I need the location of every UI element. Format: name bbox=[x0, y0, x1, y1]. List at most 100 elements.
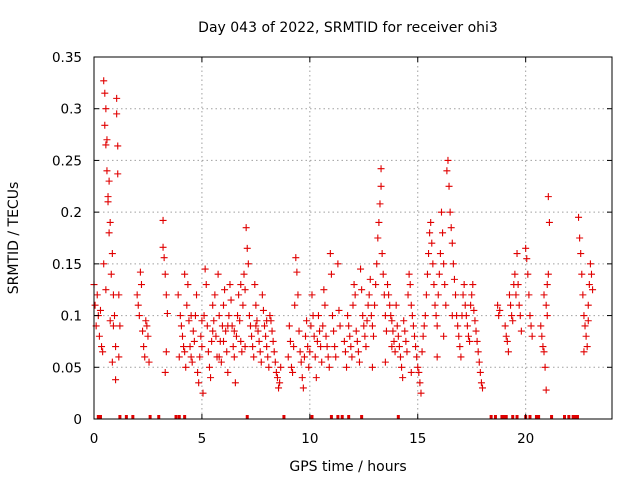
data-point bbox=[193, 291, 201, 299]
data-point bbox=[175, 353, 183, 361]
data-point bbox=[209, 327, 217, 335]
data-point bbox=[196, 353, 204, 361]
data-point bbox=[187, 312, 195, 320]
data-point bbox=[323, 343, 331, 351]
data-point bbox=[475, 358, 483, 366]
data-point bbox=[466, 337, 474, 345]
data-point bbox=[419, 332, 427, 340]
data-point bbox=[163, 310, 171, 318]
data-point bbox=[325, 363, 333, 371]
data-point bbox=[236, 317, 244, 325]
data-point bbox=[418, 348, 426, 356]
data-point bbox=[290, 343, 298, 351]
data-point bbox=[220, 337, 227, 345]
x-tick-label: 0 bbox=[90, 431, 99, 447]
data-point bbox=[542, 386, 550, 394]
data-point bbox=[215, 353, 223, 361]
data-point bbox=[375, 218, 383, 226]
data-point bbox=[307, 322, 315, 330]
data-point bbox=[140, 343, 148, 351]
data-point bbox=[291, 301, 299, 309]
data-point bbox=[540, 291, 548, 299]
data-point bbox=[115, 291, 123, 299]
data-point bbox=[200, 312, 208, 320]
data-point bbox=[368, 322, 376, 330]
data-point bbox=[322, 332, 330, 340]
data-point bbox=[100, 260, 108, 268]
data-point bbox=[469, 281, 477, 289]
data-point bbox=[523, 255, 531, 263]
data-point bbox=[91, 301, 99, 309]
data-point bbox=[324, 353, 332, 361]
data-point bbox=[513, 250, 521, 258]
data-point bbox=[544, 270, 552, 278]
plot-frame bbox=[93, 56, 613, 420]
data-point bbox=[467, 301, 475, 309]
data-point bbox=[584, 301, 592, 309]
data-point bbox=[317, 343, 325, 351]
data-point bbox=[455, 332, 463, 340]
data-point bbox=[389, 327, 397, 335]
data-point bbox=[313, 337, 321, 345]
data-point bbox=[436, 250, 444, 258]
data-point bbox=[440, 260, 448, 268]
data-point bbox=[184, 281, 192, 289]
data-point bbox=[189, 327, 197, 335]
data-point bbox=[540, 348, 548, 356]
data-point bbox=[368, 363, 376, 371]
data-point bbox=[473, 337, 481, 345]
data-point bbox=[450, 275, 458, 283]
data-point bbox=[187, 353, 195, 361]
data-point bbox=[105, 229, 113, 237]
zero-markers bbox=[96, 415, 579, 419]
data-point bbox=[256, 348, 264, 356]
data-point bbox=[142, 317, 150, 325]
data-point bbox=[237, 337, 245, 345]
data-point bbox=[374, 234, 382, 242]
data-point bbox=[102, 286, 110, 294]
data-point bbox=[365, 291, 373, 299]
data-point bbox=[258, 291, 266, 299]
data-point bbox=[545, 218, 553, 226]
data-point bbox=[310, 332, 318, 340]
data-point bbox=[344, 312, 352, 320]
data-point bbox=[210, 317, 218, 325]
data-point bbox=[101, 89, 109, 97]
data-point bbox=[538, 332, 546, 340]
data-point bbox=[250, 353, 258, 361]
data-point bbox=[319, 322, 327, 330]
data-point bbox=[350, 281, 358, 289]
data-point bbox=[302, 332, 310, 340]
data-point bbox=[432, 312, 440, 320]
data-point bbox=[367, 312, 375, 320]
y-tick-label: 0.05 bbox=[52, 360, 82, 376]
data-point bbox=[160, 254, 168, 262]
data-point bbox=[257, 358, 265, 366]
data-point bbox=[468, 291, 476, 299]
data-point bbox=[476, 368, 484, 376]
data-point bbox=[456, 343, 464, 351]
data-point bbox=[377, 182, 385, 190]
data-point bbox=[224, 368, 232, 376]
data-point bbox=[208, 337, 216, 345]
data-point bbox=[584, 317, 592, 325]
data-point bbox=[114, 170, 122, 178]
data-point bbox=[162, 291, 170, 299]
data-point bbox=[407, 301, 415, 309]
data-point bbox=[505, 291, 513, 299]
data-point bbox=[137, 281, 145, 289]
data-point bbox=[502, 332, 510, 340]
data-point bbox=[178, 332, 186, 340]
data-point bbox=[183, 301, 191, 309]
data-point bbox=[358, 286, 366, 294]
data-point bbox=[479, 384, 486, 392]
data-point bbox=[273, 374, 281, 382]
data-point bbox=[209, 301, 217, 309]
data-point bbox=[357, 265, 365, 273]
data-point bbox=[203, 322, 211, 330]
data-point bbox=[464, 332, 472, 340]
data-point bbox=[345, 322, 353, 330]
data-point bbox=[321, 301, 329, 309]
data-point bbox=[116, 322, 124, 330]
data-point bbox=[477, 379, 485, 387]
